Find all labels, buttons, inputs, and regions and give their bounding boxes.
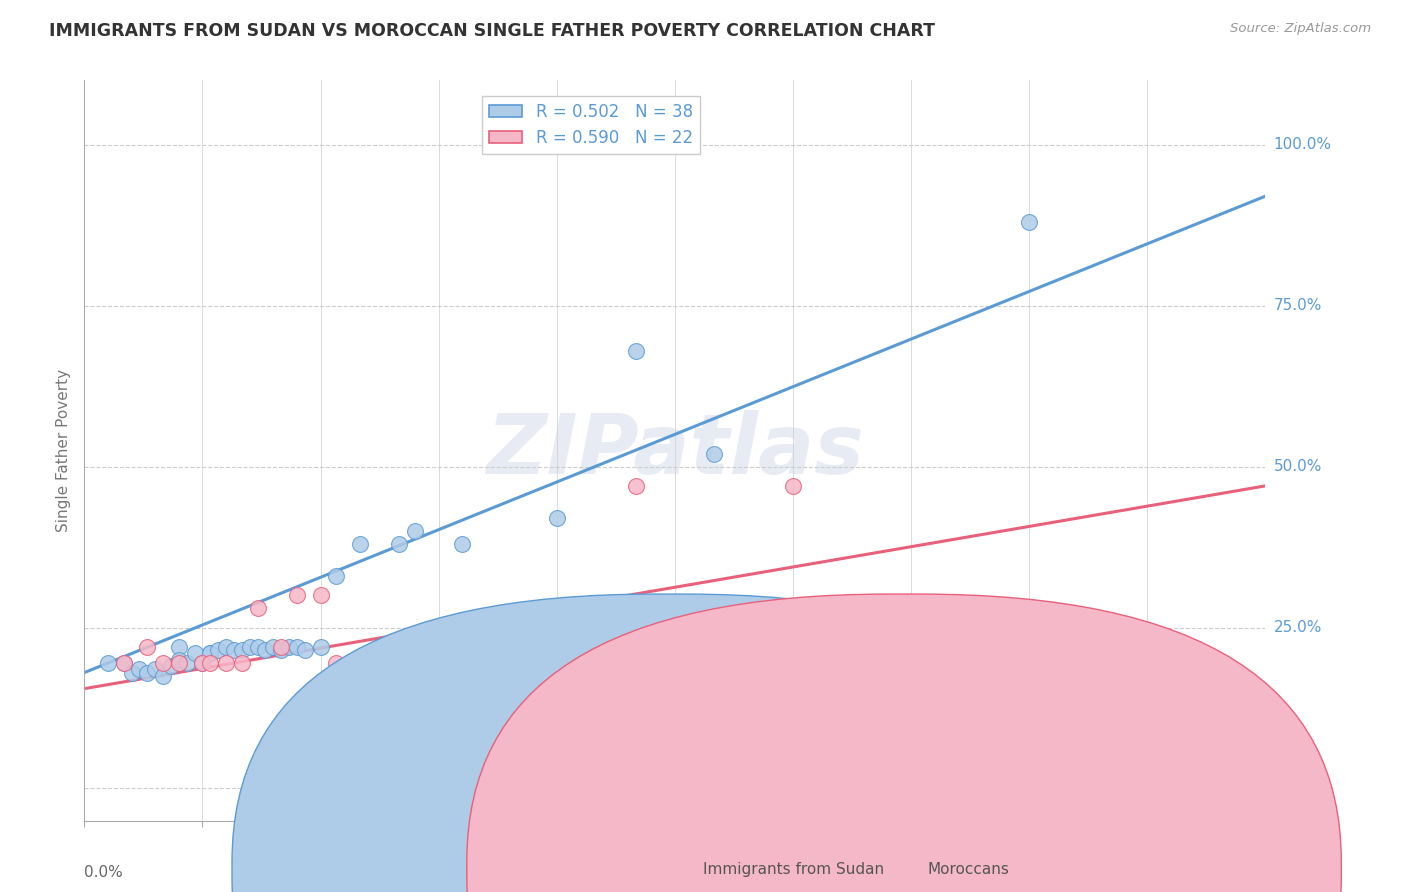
- Point: [207, 643, 229, 657]
- Point: [278, 640, 301, 654]
- Point: [136, 640, 159, 654]
- Point: [285, 588, 308, 602]
- Point: [939, 656, 962, 670]
- Point: [1018, 215, 1040, 229]
- Point: [152, 656, 174, 670]
- Point: [128, 662, 150, 676]
- Point: [624, 479, 647, 493]
- Point: [624, 343, 647, 358]
- Text: Moroccans: Moroccans: [928, 863, 1010, 877]
- Point: [215, 640, 238, 654]
- Point: [373, 656, 395, 670]
- Point: [349, 537, 371, 551]
- Point: [506, 656, 529, 670]
- Text: 100.0%: 100.0%: [1274, 137, 1331, 153]
- Point: [183, 646, 205, 660]
- Point: [191, 656, 214, 670]
- Point: [388, 640, 411, 654]
- Text: 25.0%: 25.0%: [1274, 620, 1322, 635]
- Text: 75.0%: 75.0%: [1274, 298, 1322, 313]
- Point: [231, 656, 253, 670]
- Point: [270, 640, 292, 654]
- Point: [309, 640, 332, 654]
- Point: [167, 653, 190, 667]
- Point: [325, 656, 347, 670]
- Point: [191, 656, 214, 670]
- Point: [152, 669, 174, 683]
- Point: [860, 665, 883, 680]
- Point: [112, 656, 135, 670]
- Point: [703, 640, 725, 654]
- Point: [160, 659, 183, 673]
- Point: [200, 646, 222, 660]
- Point: [270, 643, 292, 657]
- Point: [388, 537, 411, 551]
- Point: [222, 643, 245, 657]
- Point: [703, 447, 725, 461]
- Text: 50.0%: 50.0%: [1274, 459, 1322, 474]
- Y-axis label: Single Father Poverty: Single Father Poverty: [56, 369, 72, 532]
- Point: [404, 524, 426, 538]
- Point: [167, 640, 190, 654]
- Point: [200, 646, 222, 660]
- Point: [246, 640, 269, 654]
- Point: [143, 662, 166, 676]
- Point: [451, 537, 474, 551]
- Point: [246, 601, 269, 615]
- Point: [782, 479, 804, 493]
- Point: [200, 656, 222, 670]
- Point: [97, 656, 120, 670]
- Legend: R = 0.502   N = 38, R = 0.590   N = 22: R = 0.502 N = 38, R = 0.590 N = 22: [482, 96, 700, 153]
- Point: [294, 643, 316, 657]
- Point: [239, 640, 262, 654]
- Point: [546, 511, 568, 525]
- Point: [1097, 653, 1119, 667]
- Point: [215, 656, 238, 670]
- Point: [254, 643, 277, 657]
- Point: [167, 656, 190, 670]
- Point: [285, 640, 308, 654]
- Text: Immigrants from Sudan: Immigrants from Sudan: [703, 863, 884, 877]
- Text: ZIPatlas: ZIPatlas: [486, 410, 863, 491]
- Point: [349, 656, 371, 670]
- Point: [136, 665, 159, 680]
- Text: IMMIGRANTS FROM SUDAN VS MOROCCAN SINGLE FATHER POVERTY CORRELATION CHART: IMMIGRANTS FROM SUDAN VS MOROCCAN SINGLE…: [49, 22, 935, 40]
- Point: [325, 569, 347, 583]
- Point: [231, 643, 253, 657]
- Text: 0.0%: 0.0%: [84, 865, 124, 880]
- Point: [176, 656, 198, 670]
- Point: [112, 656, 135, 670]
- Point: [309, 588, 332, 602]
- Point: [121, 665, 143, 680]
- Point: [262, 640, 284, 654]
- Text: Source: ZipAtlas.com: Source: ZipAtlas.com: [1230, 22, 1371, 36]
